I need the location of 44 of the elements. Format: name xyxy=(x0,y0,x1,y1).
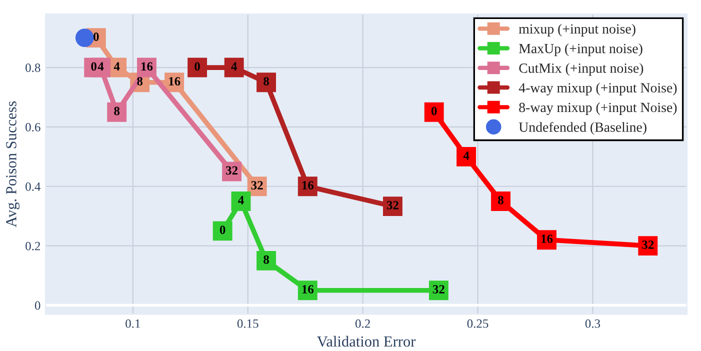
point xyxy=(75,28,94,48)
annotation: 16 xyxy=(302,181,314,190)
x-tick-label: 0.15 xyxy=(237,319,258,328)
annotation: 8 xyxy=(137,77,143,86)
legend-label: mixup (+input noise) xyxy=(518,24,636,36)
x-tick-label: 0.1 xyxy=(126,319,140,328)
y-tick-label: 0.6 xyxy=(26,122,40,132)
annotation: 32 xyxy=(432,285,444,294)
x-axis-title: Validation Error xyxy=(317,336,416,347)
legend-label: MaxUp (+input noise) xyxy=(519,43,642,56)
annotation: 8 xyxy=(114,106,120,116)
legend-label: 4-way mixup (+input Noise) xyxy=(518,82,677,96)
annotation: 32 xyxy=(226,166,238,175)
annotation: 8 xyxy=(264,77,269,86)
annotation: 0 xyxy=(220,226,226,234)
legend-label: CutMix (+input noise) xyxy=(519,63,644,76)
annotation: 8 xyxy=(498,196,504,204)
annotation: 4 xyxy=(231,62,237,71)
annotation: 4 xyxy=(238,196,244,204)
annotation: 0 xyxy=(194,62,200,71)
annotation: 0 xyxy=(91,62,96,71)
annotation: 32 xyxy=(251,181,263,190)
annotation: 0 xyxy=(93,32,99,41)
annotation: 4 xyxy=(463,151,470,160)
x-tick-label: 0.25 xyxy=(467,319,488,328)
y-axis-title: Avg. Poison Success xyxy=(6,101,20,228)
y-tick-label: 0.8 xyxy=(26,64,40,72)
annotation: 4 xyxy=(98,62,104,71)
annotation: 16 xyxy=(541,234,553,243)
annotation: 0 xyxy=(431,106,437,116)
legend-label: 8-way mixup (+input Noise) xyxy=(519,102,677,116)
annotation: 16 xyxy=(302,285,314,294)
annotation: 8 xyxy=(264,255,269,264)
y-tick-label: 0.4 xyxy=(26,182,41,191)
annotation: 4 xyxy=(114,62,120,71)
annotation: 16 xyxy=(169,77,180,86)
x-tick-label: 0.3 xyxy=(585,319,600,328)
annotation: 32 xyxy=(642,240,654,249)
y-tick-label: 0.2 xyxy=(26,242,40,250)
legend-label: Undefended (Baseline) xyxy=(518,122,646,135)
annotation: 32 xyxy=(386,201,398,210)
annotation: 16 xyxy=(141,62,153,71)
y-tick-label: 0 xyxy=(34,301,40,310)
x-tick-label: 0.2 xyxy=(355,319,370,328)
